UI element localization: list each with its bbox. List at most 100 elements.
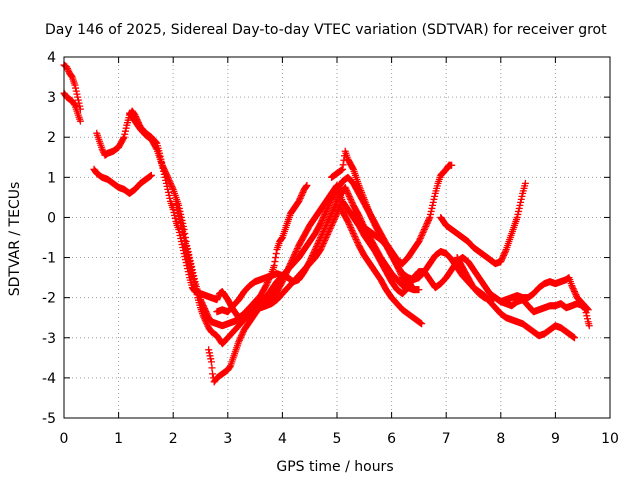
data-point bbox=[353, 237, 361, 245]
x-tick-label: 10 bbox=[601, 431, 619, 447]
data-point bbox=[390, 256, 398, 264]
data-point bbox=[202, 318, 210, 326]
data-point bbox=[325, 214, 333, 222]
data-point bbox=[121, 127, 129, 135]
data-point bbox=[188, 270, 196, 278]
data-points bbox=[60, 61, 593, 386]
data-point bbox=[199, 312, 207, 320]
data-point bbox=[182, 259, 190, 267]
data-point bbox=[76, 102, 84, 110]
data-point bbox=[121, 130, 129, 138]
data-point bbox=[416, 236, 424, 244]
data-point bbox=[71, 81, 79, 89]
data-point bbox=[366, 211, 374, 219]
x-tick-label: 1 bbox=[114, 431, 123, 447]
data-point bbox=[423, 219, 431, 227]
data-point bbox=[568, 283, 576, 291]
data-point bbox=[319, 213, 327, 221]
data-point bbox=[429, 198, 437, 206]
data-point bbox=[162, 170, 170, 178]
data-point bbox=[348, 226, 356, 234]
data-point bbox=[583, 304, 591, 312]
data-point bbox=[330, 203, 338, 211]
data-point bbox=[180, 234, 188, 241]
data-point bbox=[238, 330, 246, 338]
data-point bbox=[315, 238, 323, 246]
data-point bbox=[316, 235, 324, 243]
data-point bbox=[176, 231, 184, 239]
data-point bbox=[207, 358, 215, 366]
data-point bbox=[571, 288, 579, 296]
data-point bbox=[345, 191, 353, 199]
data-point bbox=[206, 352, 214, 360]
data-point bbox=[313, 243, 321, 251]
data-point bbox=[366, 209, 374, 217]
data-point bbox=[330, 205, 338, 213]
data-point bbox=[497, 256, 505, 264]
data-point bbox=[170, 208, 178, 216]
data-point bbox=[214, 294, 222, 302]
data-point bbox=[159, 163, 167, 171]
data-point bbox=[347, 195, 355, 203]
data-point bbox=[417, 233, 425, 241]
data-point bbox=[262, 282, 270, 290]
data-point bbox=[321, 223, 329, 231]
data-point bbox=[175, 212, 183, 220]
data-point bbox=[353, 239, 361, 247]
data-point bbox=[394, 263, 402, 271]
data-point bbox=[418, 230, 426, 238]
data-point bbox=[181, 237, 189, 245]
data-point bbox=[341, 183, 349, 191]
x-axis-label: GPS time / hours bbox=[276, 459, 393, 475]
data-point bbox=[177, 218, 185, 226]
data-point bbox=[419, 228, 427, 236]
data-point bbox=[323, 206, 331, 214]
data-point bbox=[312, 244, 320, 252]
data-point bbox=[585, 322, 593, 330]
data-point bbox=[175, 209, 183, 217]
data-point bbox=[165, 191, 173, 199]
data-point bbox=[72, 87, 80, 95]
data-point bbox=[306, 258, 314, 266]
data-point bbox=[160, 164, 168, 172]
data-point bbox=[318, 216, 326, 224]
data-point bbox=[295, 196, 303, 204]
data-point bbox=[571, 289, 579, 297]
data-point bbox=[345, 220, 353, 228]
data-point bbox=[513, 213, 521, 221]
data-point bbox=[74, 93, 82, 101]
data-point bbox=[203, 321, 211, 329]
data-point bbox=[415, 286, 423, 294]
x-tick-label: 9 bbox=[551, 431, 560, 447]
series-track-b bbox=[60, 89, 84, 125]
data-point bbox=[583, 305, 591, 313]
data-point bbox=[326, 198, 334, 206]
data-point bbox=[164, 173, 172, 181]
data-point bbox=[291, 249, 299, 257]
data-point bbox=[184, 249, 192, 257]
data-point bbox=[179, 227, 187, 235]
y-tick-label: -2 bbox=[42, 291, 56, 307]
data-point bbox=[319, 229, 327, 237]
data-point bbox=[208, 364, 216, 372]
data-point bbox=[323, 218, 331, 226]
data-point bbox=[272, 250, 280, 258]
y-tick-label: 2 bbox=[47, 130, 56, 146]
data-point bbox=[568, 282, 576, 290]
data-point bbox=[427, 207, 435, 215]
data-point bbox=[184, 268, 192, 276]
data-point bbox=[415, 238, 423, 246]
y-tick-label: -4 bbox=[42, 371, 56, 387]
data-point bbox=[303, 181, 311, 189]
x-tick-label: 7 bbox=[442, 431, 451, 447]
data-point bbox=[201, 316, 209, 324]
data-point bbox=[345, 219, 353, 227]
data-point bbox=[420, 227, 428, 235]
data-point bbox=[392, 259, 400, 267]
data-point bbox=[263, 280, 271, 288]
data-point bbox=[72, 84, 80, 92]
data-point bbox=[325, 215, 333, 223]
data-point bbox=[389, 253, 397, 261]
data-point bbox=[352, 236, 360, 244]
y-axis-label: SDTVAR / TECUs bbox=[7, 182, 23, 297]
